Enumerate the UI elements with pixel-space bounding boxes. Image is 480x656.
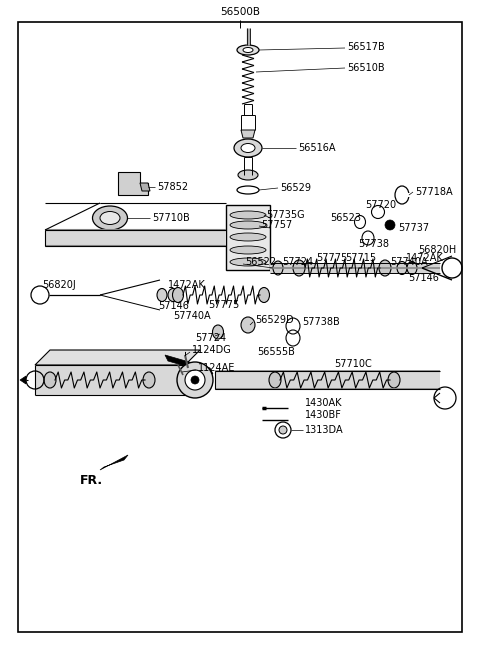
Polygon shape: [165, 355, 213, 374]
Ellipse shape: [243, 47, 253, 52]
Polygon shape: [100, 455, 128, 470]
Text: 57710B: 57710B: [152, 213, 190, 223]
Text: 56522: 56522: [245, 257, 276, 267]
Text: 57720: 57720: [365, 200, 396, 210]
Ellipse shape: [237, 45, 259, 55]
Polygon shape: [20, 376, 26, 384]
Polygon shape: [118, 172, 148, 195]
Text: 57715: 57715: [345, 253, 376, 263]
Text: 57738B: 57738B: [302, 317, 340, 327]
Ellipse shape: [44, 372, 56, 388]
Ellipse shape: [230, 246, 266, 254]
Ellipse shape: [230, 221, 266, 229]
Ellipse shape: [172, 287, 183, 302]
Ellipse shape: [93, 206, 128, 230]
Text: 56500B: 56500B: [220, 7, 260, 17]
Ellipse shape: [100, 211, 120, 224]
Text: 57718A: 57718A: [415, 187, 453, 197]
Text: 1124AE: 1124AE: [198, 363, 235, 373]
Text: 57146: 57146: [408, 273, 439, 283]
Ellipse shape: [269, 372, 281, 388]
Text: 57710C: 57710C: [334, 359, 372, 369]
Text: 1124DG: 1124DG: [192, 345, 232, 355]
Ellipse shape: [230, 258, 266, 266]
Text: 56820J: 56820J: [42, 280, 76, 290]
Ellipse shape: [238, 170, 258, 180]
Ellipse shape: [213, 325, 224, 339]
Text: 57735G: 57735G: [266, 210, 305, 220]
Text: 57724: 57724: [282, 257, 313, 267]
Ellipse shape: [230, 211, 266, 219]
Text: 57740A: 57740A: [173, 311, 211, 321]
Text: 56523: 56523: [330, 213, 361, 223]
Ellipse shape: [157, 289, 167, 302]
Text: 57775: 57775: [208, 300, 239, 310]
Polygon shape: [241, 130, 255, 138]
Polygon shape: [405, 193, 415, 197]
Text: 56510B: 56510B: [347, 63, 384, 73]
Ellipse shape: [273, 261, 283, 275]
Ellipse shape: [143, 372, 155, 388]
Circle shape: [177, 362, 213, 398]
Polygon shape: [270, 263, 440, 273]
Text: 57757: 57757: [261, 220, 292, 230]
Polygon shape: [45, 230, 226, 246]
Text: 57775: 57775: [316, 253, 347, 263]
Text: 56517B: 56517B: [347, 42, 385, 52]
Text: 57737: 57737: [398, 223, 429, 233]
Ellipse shape: [241, 144, 255, 152]
Text: 57738: 57738: [358, 239, 389, 249]
Text: 57852: 57852: [157, 182, 188, 192]
Circle shape: [191, 376, 199, 384]
Circle shape: [385, 220, 395, 230]
Text: 56555B: 56555B: [257, 347, 295, 357]
Ellipse shape: [407, 262, 417, 274]
Polygon shape: [140, 183, 150, 191]
Ellipse shape: [388, 372, 400, 388]
Circle shape: [185, 370, 205, 390]
Ellipse shape: [234, 139, 262, 157]
Text: 56820H: 56820H: [418, 245, 456, 255]
Ellipse shape: [168, 289, 178, 302]
Text: 1313DA: 1313DA: [305, 425, 344, 435]
Text: FR.: FR.: [80, 474, 103, 487]
Polygon shape: [215, 371, 440, 389]
Text: 1430BF: 1430BF: [305, 410, 342, 420]
Ellipse shape: [230, 233, 266, 241]
Ellipse shape: [259, 287, 269, 302]
Text: 1472AK: 1472AK: [406, 253, 444, 263]
Bar: [226, 205, 270, 270]
Text: 56529: 56529: [280, 183, 311, 193]
Text: 1430AK: 1430AK: [305, 398, 343, 408]
Text: 57146: 57146: [158, 301, 189, 311]
Ellipse shape: [241, 317, 255, 333]
Text: 57724: 57724: [195, 333, 226, 343]
Polygon shape: [35, 365, 185, 395]
Ellipse shape: [293, 260, 305, 276]
Text: 57740A: 57740A: [390, 257, 428, 267]
Ellipse shape: [379, 260, 391, 276]
Ellipse shape: [397, 262, 407, 274]
Text: 56516A: 56516A: [298, 143, 336, 153]
Polygon shape: [35, 350, 200, 365]
Circle shape: [279, 426, 287, 434]
Text: 1472AK: 1472AK: [168, 280, 206, 290]
Text: 56529D: 56529D: [255, 315, 294, 325]
